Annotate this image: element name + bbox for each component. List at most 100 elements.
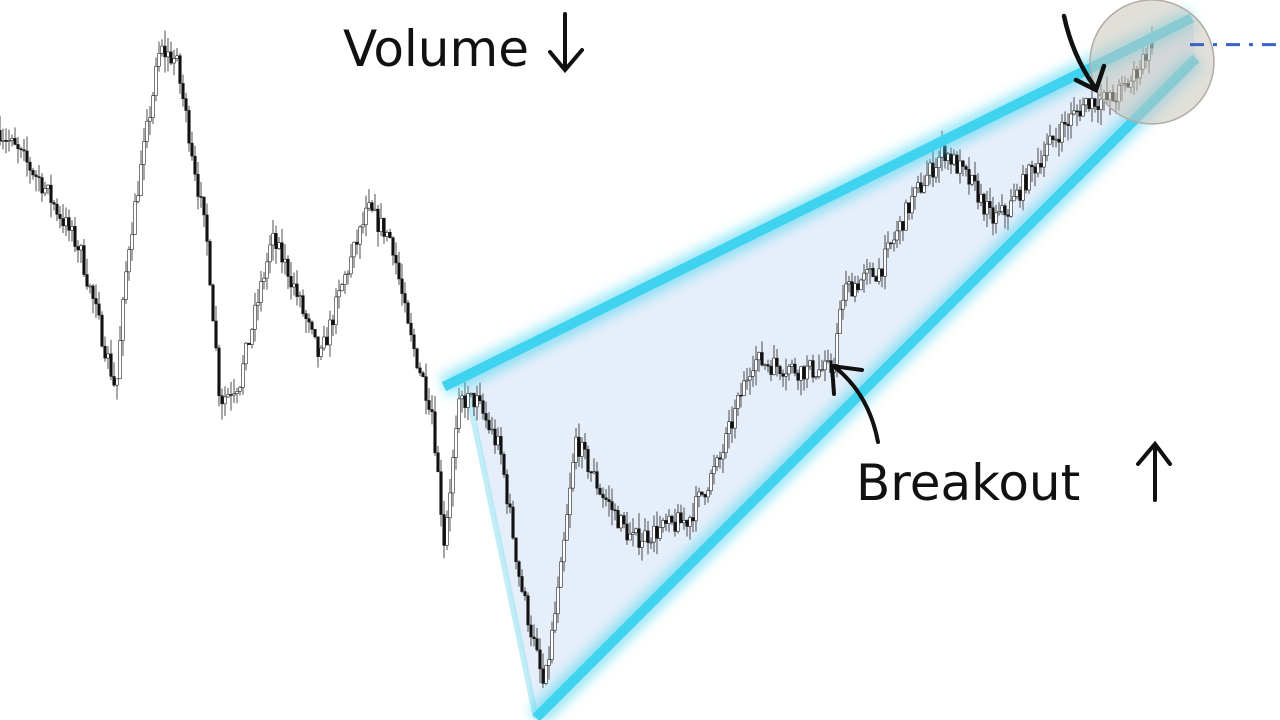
candle: [934, 157, 938, 183]
candle: [268, 234, 272, 274]
candle: [553, 601, 557, 634]
candle-body: [91, 285, 95, 299]
candle: [46, 184, 50, 195]
candle-body: [229, 394, 233, 396]
candle: [256, 289, 260, 321]
candle: [688, 515, 692, 540]
candle: [469, 392, 473, 398]
candle: [919, 172, 923, 194]
candle-body: [913, 187, 917, 197]
candle: [262, 271, 266, 290]
candle-body: [865, 269, 869, 274]
candle-body: [4, 139, 8, 142]
candle: [1012, 183, 1016, 202]
candle-body: [640, 540, 644, 548]
candle: [871, 262, 875, 278]
candle: [235, 388, 239, 404]
candle-body: [637, 528, 641, 548]
candle: [646, 521, 650, 555]
candle: [772, 345, 776, 376]
candle-body: [985, 201, 989, 215]
candle-body: [112, 376, 116, 386]
candle: [385, 230, 389, 242]
candle: [313, 329, 317, 339]
candle: [40, 173, 44, 202]
candle-body: [796, 372, 800, 381]
candle-body: [73, 226, 77, 247]
candle-body: [781, 373, 785, 377]
candle-body: [703, 494, 707, 498]
candle: [118, 325, 122, 380]
wedge-fill-area: [444, 18, 1196, 718]
candle-body: [595, 471, 599, 489]
candle-body: [1057, 138, 1061, 143]
candle: [724, 427, 728, 459]
candle: [259, 271, 263, 312]
candle-body: [706, 490, 710, 498]
candle: [0, 115, 2, 146]
candle-body: [433, 411, 437, 454]
candle: [826, 349, 830, 364]
candle-body: [535, 638, 539, 651]
candle: [514, 537, 518, 570]
candle-body: [1018, 189, 1022, 201]
candle: [613, 503, 617, 521]
candle-body: [970, 174, 974, 185]
candle-body: [1054, 138, 1058, 141]
candle-body: [181, 83, 185, 99]
candle-body: [964, 166, 968, 170]
candle-body: [949, 153, 953, 165]
candle-body: [1051, 135, 1055, 141]
candle: [61, 204, 65, 234]
candle: [196, 161, 200, 210]
candle-body: [532, 636, 536, 639]
candle: [787, 363, 791, 381]
candle-body: [337, 290, 341, 298]
candle-body: [1099, 98, 1103, 110]
candle: [766, 359, 770, 373]
candle-body: [274, 233, 278, 249]
candle: [298, 291, 302, 308]
candle: [379, 203, 383, 237]
candle-body: [658, 527, 662, 539]
candle-body: [253, 304, 257, 330]
candle-body: [652, 525, 656, 543]
candle-body: [790, 363, 794, 367]
candle-body: [241, 363, 245, 388]
candle-body: [1075, 110, 1079, 113]
candle-body: [154, 66, 158, 96]
candle: [1021, 165, 1025, 211]
candle-body: [127, 249, 131, 273]
candle: [757, 351, 761, 372]
candle: [520, 569, 524, 594]
candle: [595, 461, 599, 495]
candle-body: [1069, 113, 1073, 126]
candle: [1069, 102, 1073, 139]
target-zone-circle: [1089, 0, 1215, 125]
candle: [31, 167, 35, 180]
candle-body: [1003, 205, 1007, 216]
candle-body: [223, 396, 227, 405]
candle: [388, 228, 392, 239]
candle: [103, 336, 107, 362]
candle-body: [967, 169, 971, 185]
candle-body: [919, 182, 923, 193]
candle: [811, 354, 815, 383]
candle-body: [469, 392, 473, 395]
candle: [1033, 163, 1037, 187]
candle: [1096, 92, 1100, 123]
candle-body: [259, 281, 263, 303]
candle-body: [331, 319, 335, 326]
candle: [328, 310, 332, 357]
candle: [898, 216, 902, 245]
candle-body: [922, 185, 926, 193]
candle: [376, 205, 380, 247]
candle: [730, 406, 734, 443]
candle-body: [904, 202, 908, 231]
candle: [85, 258, 89, 290]
candle-body: [316, 336, 320, 357]
candle-body: [301, 295, 305, 314]
candle-body: [169, 51, 173, 64]
candle: [802, 365, 806, 391]
candle: [349, 244, 353, 278]
